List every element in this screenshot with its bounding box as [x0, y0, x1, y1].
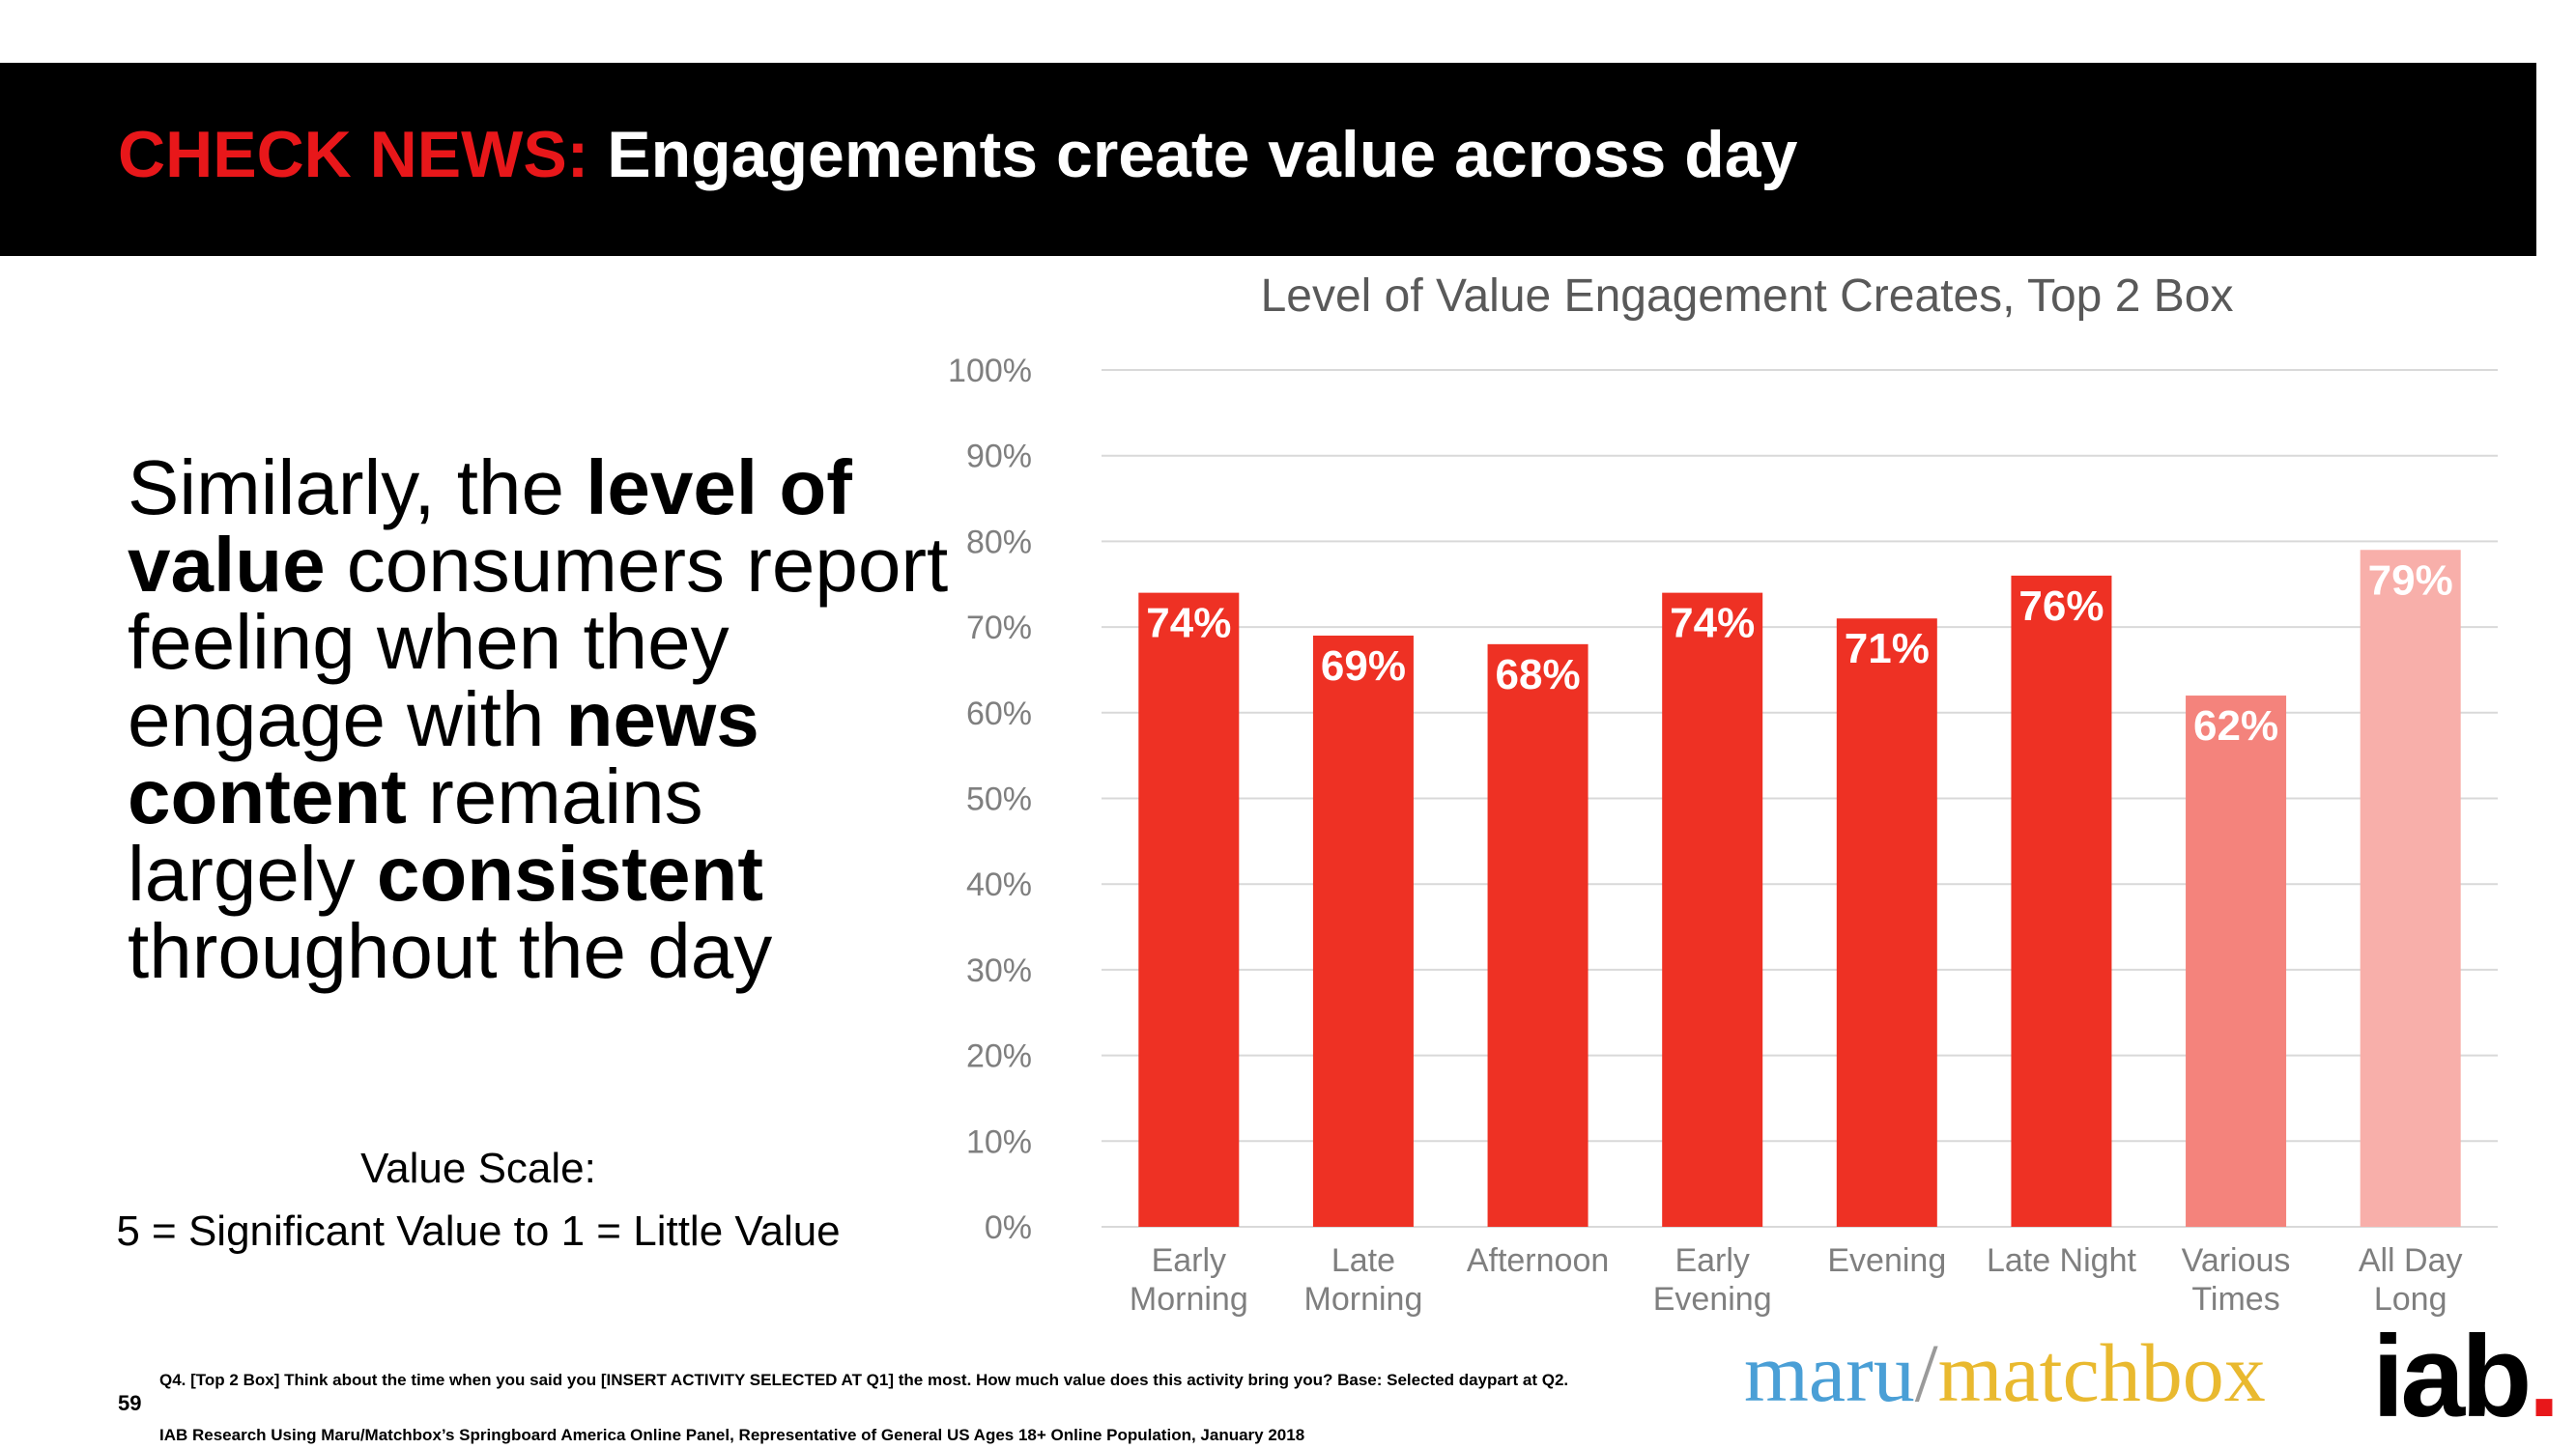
body-text-1: Similarly, the	[128, 444, 587, 530]
header-bar	[0, 63, 2536, 256]
title-main: Engagements create value across day	[607, 118, 1798, 191]
bar	[2186, 696, 2287, 1227]
y-tick-label: 90%	[966, 439, 1032, 475]
x-category-label: Evening	[1653, 1281, 1772, 1318]
title-prefix: CHECK NEWS:	[118, 118, 589, 191]
x-category-label: Morning	[1130, 1281, 1248, 1318]
bar-value-label: 79%	[2368, 556, 2453, 604]
y-tick-label: 60%	[966, 696, 1032, 732]
footnote-source: IAB Research Using Maru/Matchbox’s Sprin…	[159, 1426, 1305, 1444]
value-scale-label: Value Scale:	[360, 1145, 596, 1192]
bar-value-label: 68%	[1496, 651, 1581, 698]
body-bold-3: consistent	[376, 831, 763, 917]
bar	[1662, 592, 1763, 1227]
bar-value-label: 69%	[1321, 642, 1406, 690]
bar-value-label: 74%	[1670, 600, 1755, 647]
x-category-label: Evening	[1827, 1242, 1946, 1279]
y-tick-label: 50%	[966, 781, 1032, 818]
logo-slash: /	[1914, 1326, 1938, 1419]
body-bold-1: level of value	[128, 444, 852, 608]
iab-logo: iab.	[2372, 1319, 2561, 1435]
y-tick-label: 100%	[948, 353, 1032, 389]
bar	[1836, 618, 1937, 1227]
bar-value-label: 62%	[2193, 702, 2278, 750]
chart-title: Level of Value Engagement Creates, Top 2…	[1261, 270, 2234, 322]
logo-iab-dot: .	[2528, 1312, 2560, 1441]
bar	[1487, 643, 1589, 1227]
maru-matchbox-logo: maru/matchbox	[1744, 1331, 2266, 1414]
x-category-label: Morning	[1304, 1281, 1423, 1318]
x-category-label: Early	[1152, 1242, 1226, 1279]
x-category-label: Late	[1331, 1242, 1395, 1279]
bar-value-label: 76%	[2018, 582, 2104, 630]
x-category-label: Various	[2182, 1242, 2291, 1279]
x-category-label: Times	[2191, 1281, 2279, 1318]
logo-maru-text: maru	[1744, 1326, 1915, 1419]
y-tick-label: 40%	[966, 867, 1032, 903]
body-text-2: consumers report feeling when they engag…	[128, 522, 949, 762]
y-tick-label: 20%	[966, 1038, 1032, 1075]
x-category-label: Late Night	[1987, 1242, 2137, 1279]
bar	[2360, 550, 2461, 1227]
x-category-label: Early	[1674, 1242, 1749, 1279]
y-tick-label: 10%	[966, 1123, 1032, 1160]
bar	[1138, 592, 1240, 1227]
y-tick-label: 0%	[985, 1209, 1032, 1246]
page-number: 59	[118, 1391, 142, 1415]
body-text-3: remains largely	[128, 753, 703, 917]
logo-matchbox-text: matchbox	[1937, 1326, 2266, 1419]
body-text-4: throughout the day	[128, 908, 773, 994]
value-scale-definition: 5 = Significant Value to 1 = Little Valu…	[116, 1208, 841, 1255]
footnote-question: Q4. [Top 2 Box] Think about the time whe…	[159, 1371, 1569, 1389]
x-category-label: Long	[2374, 1281, 2447, 1318]
body-bold-2: news content	[128, 676, 759, 839]
y-tick-label: 30%	[966, 952, 1032, 989]
x-category-label: All Day	[2359, 1242, 2463, 1279]
x-category-label: Afternoon	[1467, 1242, 1609, 1279]
slide-title: CHECK NEWS: Engagements create value acr…	[118, 122, 1797, 187]
body-text: Similarly, the level of value consumers …	[128, 449, 949, 990]
y-tick-label: 70%	[966, 610, 1032, 646]
bar-value-label: 71%	[1845, 625, 1930, 672]
bar-value-label: 74%	[1146, 600, 1231, 647]
bar	[1312, 635, 1414, 1227]
logo-iab-text: iab	[2372, 1312, 2532, 1441]
bar	[2011, 575, 2112, 1227]
y-tick-label: 80%	[966, 524, 1032, 560]
bar-chart: Level of Value Engagement Creates, Top 2…	[948, 270, 2498, 1318]
